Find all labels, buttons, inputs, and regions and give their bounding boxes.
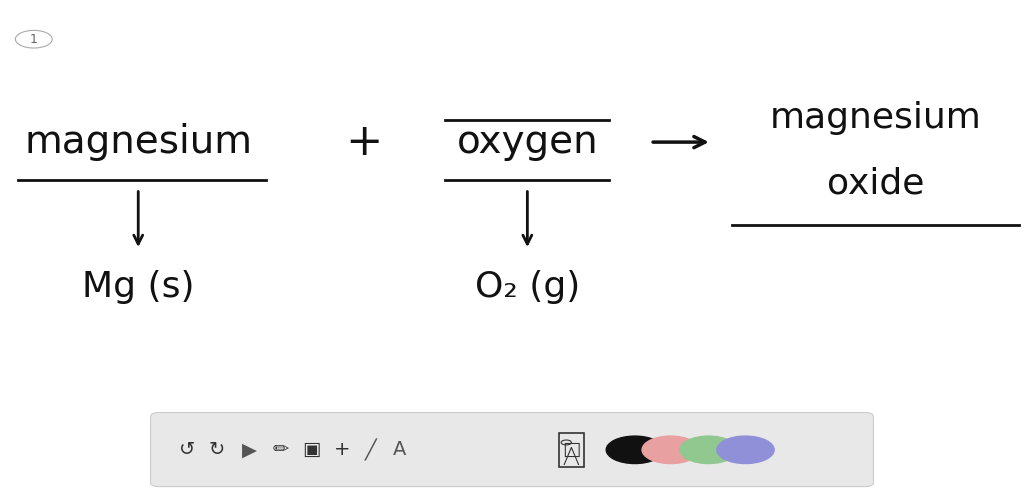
Text: +: + [334, 441, 350, 459]
Circle shape [606, 436, 664, 464]
Text: 1: 1 [30, 33, 38, 46]
Text: Mg (s): Mg (s) [82, 270, 195, 304]
Text: ▶: ▶ [243, 441, 257, 459]
FancyBboxPatch shape [151, 413, 873, 487]
Text: ▣: ▣ [302, 441, 321, 459]
Text: □: □ [562, 441, 581, 459]
Circle shape [717, 436, 774, 464]
Text: O₂ (g): O₂ (g) [475, 270, 580, 304]
Bar [559, 433, 585, 467]
Text: oxygen: oxygen [457, 123, 598, 161]
Circle shape [642, 436, 699, 464]
Text: ↻: ↻ [209, 441, 225, 459]
Text: A: A [392, 441, 407, 459]
Text: oxide: oxide [826, 167, 925, 201]
Text: +: + [345, 121, 382, 164]
Text: ↺: ↺ [179, 441, 196, 459]
Circle shape [680, 436, 737, 464]
Text: magnesium: magnesium [25, 123, 252, 161]
Text: ✏: ✏ [272, 441, 289, 459]
Text: ╱: ╱ [365, 439, 377, 461]
Text: magnesium: magnesium [770, 100, 981, 135]
